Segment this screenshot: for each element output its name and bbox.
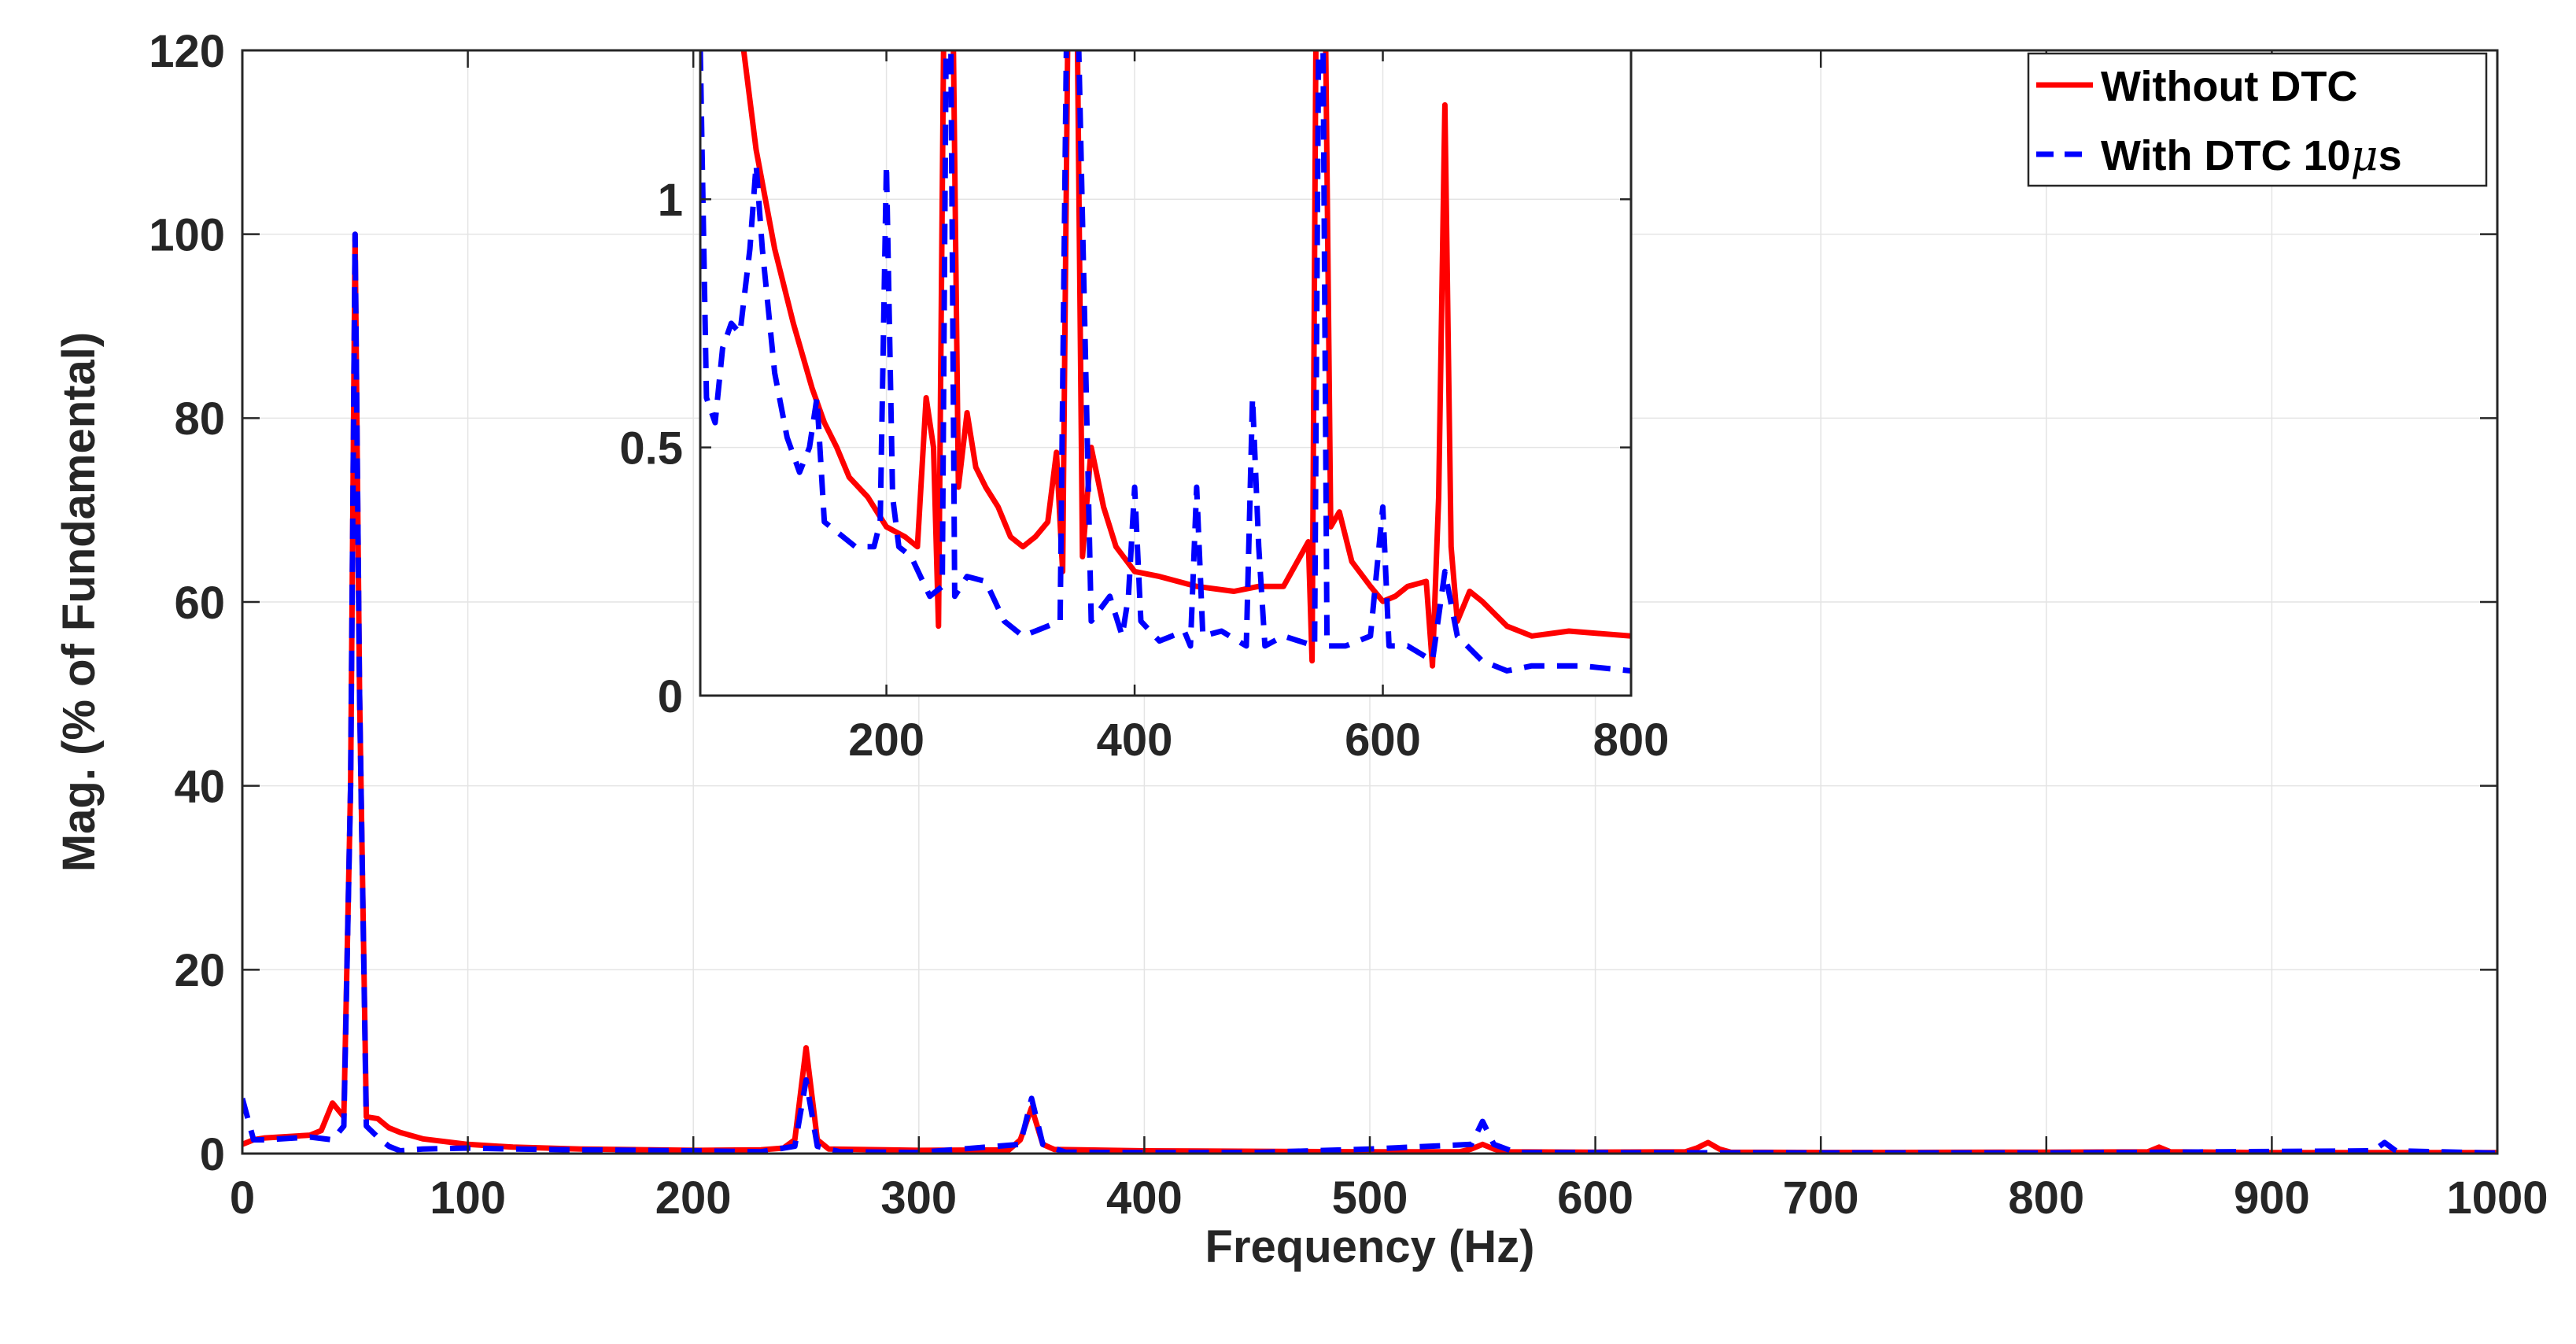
main-x-tick-label: 900 — [2234, 1172, 2310, 1224]
legend-label-with-dtc-text: With DTC 10 — [2101, 132, 2351, 179]
legend: Without DTC With DTC 10μs — [2027, 52, 2488, 187]
legend-label-with-dtc: With DTC 10μs — [2101, 131, 2402, 180]
inset-y-tick-label: 1 — [658, 175, 683, 226]
inset-x-tick-label: 200 — [848, 714, 924, 766]
inset-x-tick-label: 400 — [1097, 714, 1173, 766]
inset-axes-frame — [699, 49, 1633, 697]
main-x-tick-label: 800 — [2008, 1172, 2084, 1224]
legend-box — [2027, 52, 2488, 187]
main-y-tick-label: 120 — [149, 26, 225, 77]
y-axis-title: Mag. (% of Fundamental) — [54, 332, 105, 872]
main-y-ticks: 0 20 40 60 80 100 120 — [149, 26, 2497, 1180]
main-x-tick-label: 700 — [1783, 1172, 1859, 1224]
inset-series-line-without-dtc — [740, 50, 1631, 669]
main-y-tick-label: 80 — [174, 393, 225, 445]
inset-x-tick-label: 800 — [1593, 714, 1670, 766]
legend-label-without-dtc: Without DTC — [2101, 63, 2357, 110]
inset-plot-area — [700, 50, 1631, 696]
main-x-tick-label: 1000 — [2446, 1172, 2548, 1224]
x-axis-title: Frequency (Hz) — [1205, 1221, 1535, 1272]
legend-mu-glyph: μ — [2351, 131, 2379, 180]
main-x-tick-label: 100 — [430, 1172, 506, 1224]
inset-x-ticks: 200 400 600 800 — [848, 50, 1669, 766]
main-x-ticks: 0 100 200 300 400 500 600 700 800 900 1000 — [230, 50, 2548, 1224]
inset-axes: 200 400 600 800 00.51 — [619, 49, 1669, 766]
main-y-tick-label: 100 — [149, 210, 225, 261]
main-y-tick-label: 0 — [200, 1129, 225, 1180]
inset-y-tick-label: 0 — [658, 671, 683, 722]
main-series-line-with-dtc — [242, 231, 2497, 1154]
main-x-tick-label: 600 — [1557, 1172, 1633, 1224]
inset-series-line-with-dtc — [700, 50, 1631, 674]
inset-series-group — [700, 50, 1631, 674]
main-x-tick-label: 300 — [880, 1172, 957, 1224]
inset-x-tick-label: 600 — [1345, 714, 1421, 766]
main-y-tick-label: 60 — [174, 578, 225, 629]
main-x-tick-label: 400 — [1106, 1172, 1183, 1224]
main-y-tick-label: 20 — [174, 945, 225, 996]
main-y-tick-label: 40 — [174, 762, 225, 813]
legend-unit-suffix: s — [2379, 132, 2402, 179]
inset-y-tick-label: 0.5 — [619, 423, 683, 474]
main-x-tick-label: 0 — [230, 1172, 255, 1224]
main-x-tick-label: 200 — [655, 1172, 732, 1224]
main-x-tick-label: 500 — [1332, 1172, 1408, 1224]
inset-y-ticks: 00.51 — [619, 175, 1631, 722]
